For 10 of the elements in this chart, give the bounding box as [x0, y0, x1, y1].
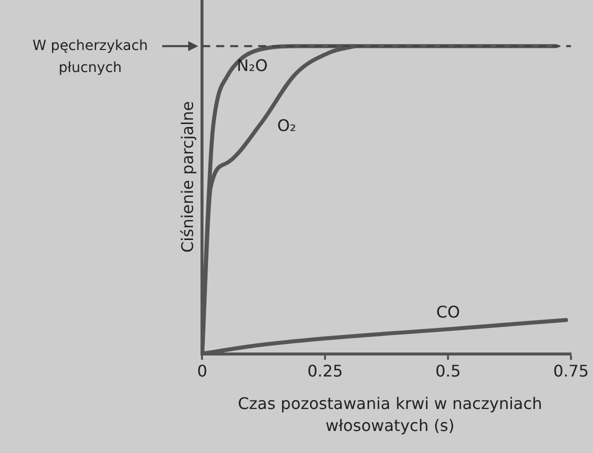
x-tick-label: 0.25 — [307, 362, 343, 381]
y-axis-title: Ciśnienie parcjalne — [178, 101, 197, 253]
ref-line-label: W pęcherzykach płucnych — [32, 38, 148, 76]
series-label: CO — [436, 302, 460, 322]
x-tick-label: 0 — [197, 362, 208, 381]
x-tick-label: 0.5 — [435, 362, 461, 381]
series-label: N₂O — [236, 56, 268, 76]
x-axis-title: Czas pozostawania krwi w naczyniach włosowatych (s) — [236, 393, 544, 437]
x-tick-label: 0.75 — [553, 362, 589, 381]
series-label: O₂ — [277, 116, 296, 136]
